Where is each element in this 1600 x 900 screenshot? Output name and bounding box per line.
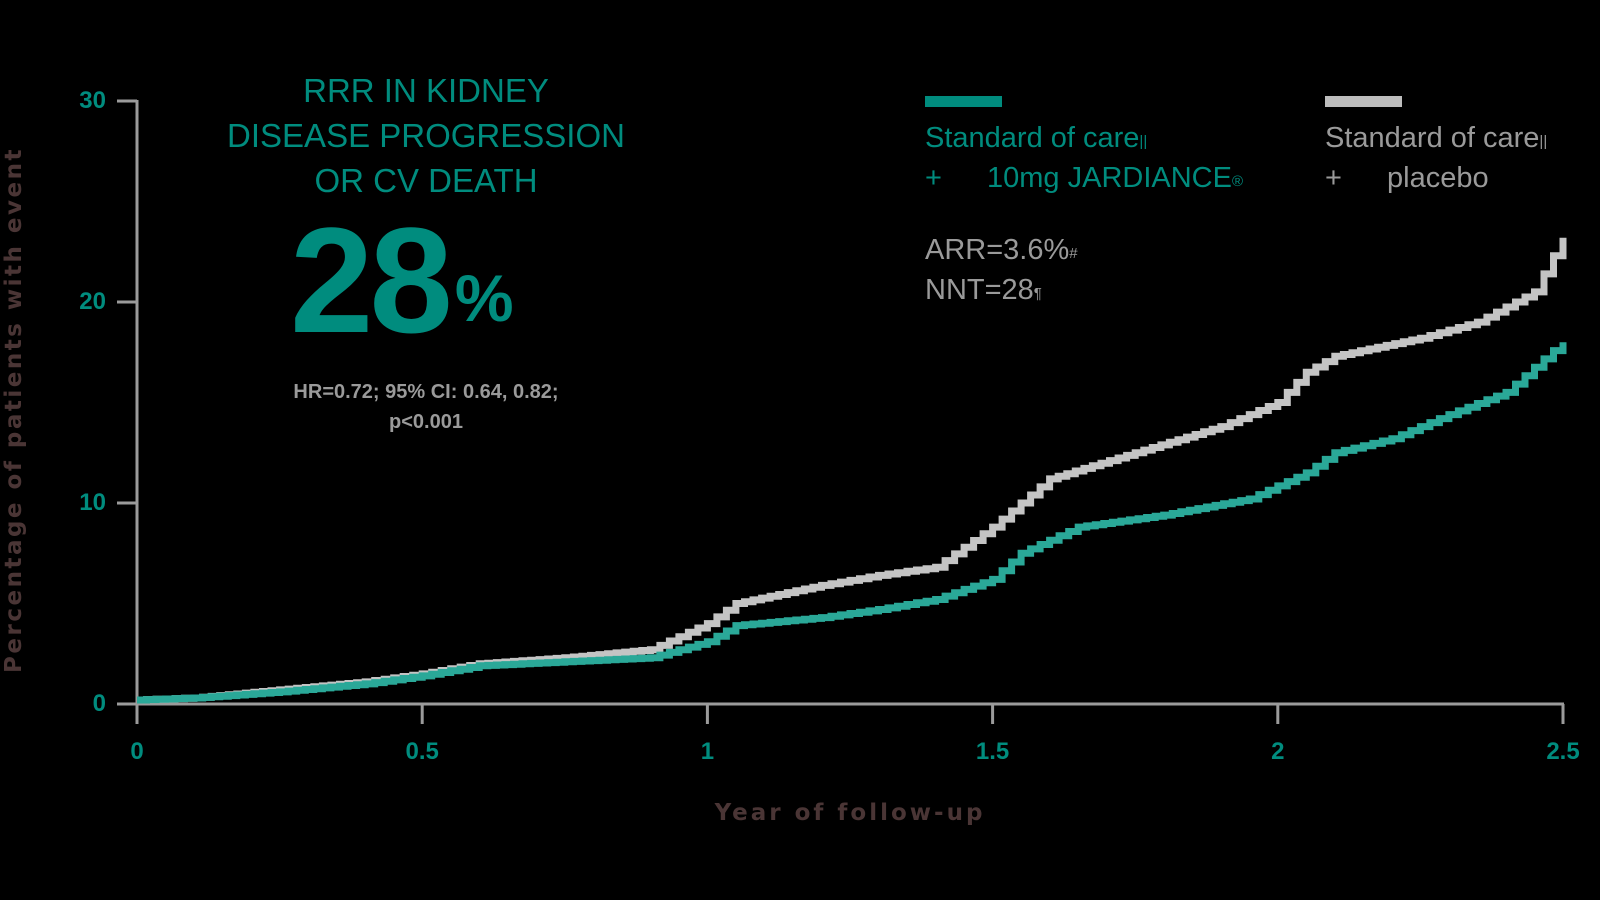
legend-jardiance-footnote: || — [1139, 133, 1148, 150]
legend-swatch-placebo — [1325, 96, 1402, 107]
nnt-footnote: ¶ — [1033, 285, 1042, 302]
x-tick-label: 1 — [700, 738, 715, 765]
rrr-percent-sign: % — [454, 261, 514, 335]
headline-block: RRR IN KIDNEY DISEASE PROGRESSION OR CV … — [196, 68, 656, 203]
headline-line-2: DISEASE PROGRESSION — [227, 117, 625, 154]
hazard-ratio-line-1: HR=0.72; 95% CI: 0.64, 0.82; — [293, 381, 559, 403]
y-axis-title: Percentage of patients with event — [1, 147, 27, 673]
legend-entry-placebo: Standard of care|| + placebo — [1325, 118, 1547, 198]
x-tick-label: 2 — [1271, 738, 1285, 765]
chart-curves — [137, 237, 1567, 704]
legend-jardiance-line2: 10mg JARDIANCE — [987, 162, 1232, 194]
hazard-ratio-text: HR=0.72; 95% CI: 0.64, 0.82; p<0.001 — [293, 377, 558, 437]
y-tick-label: 30 — [79, 87, 106, 114]
rrr-number: 28 — [290, 196, 453, 364]
legend-placebo-plus: + — [1325, 162, 1342, 194]
x-tick-label: 0 — [130, 738, 144, 765]
legend-entry-jardiance: Standard of care|| +10mg JARDIANCE® — [925, 118, 1243, 198]
arr-value: ARR=3.6% — [925, 234, 1070, 266]
x-axis-title: Year of follow-up — [714, 800, 986, 826]
chart-axes — [117, 99, 1565, 724]
y-tick-label: 10 — [79, 489, 106, 516]
headline-line-3: OR CV DEATH — [314, 162, 538, 199]
x-tick-label: 1.5 — [975, 738, 1010, 765]
nnt-value: NNT=28 — [925, 274, 1034, 306]
legend-placebo-line1: Standard of care — [1325, 122, 1540, 154]
stats-block: ARR=3.6%# NNT=28¶ — [925, 230, 1078, 310]
arr-footnote: # — [1069, 245, 1078, 262]
legend-jardiance-registered: ® — [1231, 173, 1244, 190]
legend-jardiance-line1: Standard of care — [925, 122, 1140, 154]
x-tick-label: 2.5 — [1546, 738, 1580, 765]
legend-placebo-line2: placebo — [1387, 162, 1489, 194]
legend-placebo-footnote: || — [1539, 133, 1548, 150]
y-tick-label: 0 — [92, 690, 106, 717]
x-tick-label: 0.5 — [405, 738, 439, 765]
y-tick-label: 20 — [79, 288, 106, 315]
rrr-value: 28% — [290, 205, 514, 355]
p-value-line: p<0.001 — [389, 411, 463, 433]
legend-swatch-jardiance — [925, 96, 1002, 107]
jardiance-curve — [137, 342, 1567, 704]
legend-jardiance-plus: + — [925, 162, 942, 194]
headline-line-1: RRR IN KIDNEY — [303, 72, 549, 109]
